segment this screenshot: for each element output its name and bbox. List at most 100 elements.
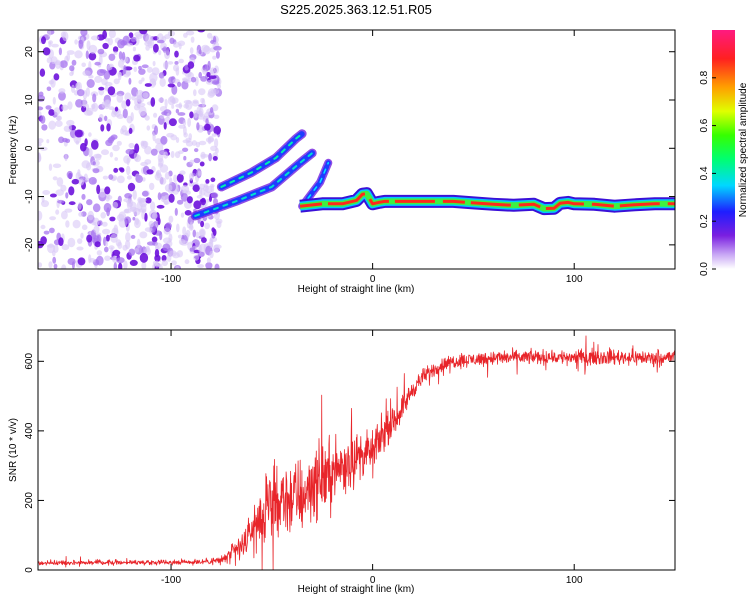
spectrogram-noise-blob [93, 225, 100, 234]
spectrogram-noise-blob [199, 229, 205, 238]
spectrogram-noise-blob [138, 106, 147, 116]
spectrogram-noise-blob [82, 70, 91, 77]
spectrogram-noise-blob [213, 244, 220, 253]
spectrogram-noise-blob [112, 46, 119, 53]
spectrogram-noise-blob [71, 59, 77, 66]
spectrogram-noise-blob [158, 263, 163, 269]
spectrogram-noise-blob [208, 135, 214, 142]
spectrogram-noise-blob [116, 140, 122, 146]
spectrogram-noise-blob [88, 254, 92, 264]
spectrogram-noise-blob [168, 215, 174, 223]
spectrogram-noise-blob [91, 140, 99, 150]
spectrogram-noise-blob [171, 97, 179, 104]
spectrogram-noise-blob [215, 51, 220, 59]
spectrogram-noise-blob [157, 192, 162, 201]
spectrogram-noise-blob [110, 233, 118, 243]
spectrogram-noise-blob [108, 106, 115, 111]
colorbar-label: Normalized spectral amplitude [738, 82, 749, 217]
spectrogram-noise-blob [150, 97, 156, 107]
spectrogram-noise-blob [42, 190, 51, 195]
spectrogram-noise-blob [39, 146, 48, 151]
spectrogram-noise-blob [88, 44, 98, 54]
spectrogram-noise-blob [210, 192, 219, 199]
spectrogram-noise-blob [105, 37, 110, 42]
spectrogram-noise-blob [112, 144, 120, 152]
spectrogram-noise-blob [55, 209, 60, 215]
spectrogram-noise-blob [212, 55, 217, 60]
spectrogram-noise-blob [123, 260, 128, 269]
spectrogram-noise-blob [144, 145, 152, 155]
spectrogram-noise-blob [129, 259, 138, 266]
spectrogram-noise-blob [128, 77, 132, 85]
snr-y-label: SNR (10 * v/v) [8, 418, 19, 482]
spectrogram-noise-blob [128, 127, 133, 134]
spectrogram-noise-blob [192, 229, 197, 238]
spectrogram-noise-blob [92, 217, 100, 227]
spectrogram-noise-blob [145, 34, 153, 45]
spectrogram-x-ticks: -100 0 100 [161, 30, 583, 285]
spectrogram-y-tick-label: 0 [24, 145, 35, 151]
spectrogram-noise-blob [39, 68, 46, 77]
spectrogram-noise-blob [38, 152, 42, 162]
spectrogram-noise-blob [117, 71, 123, 78]
spectrogram-noise-blob [214, 138, 219, 148]
spectrogram-noise-blob [41, 36, 46, 45]
spectrogram-noise-blob [200, 154, 209, 158]
spectrogram-marks [38, 30, 675, 269]
spectrogram-noise-blob [132, 216, 136, 221]
spectrogram-noise-blob [171, 104, 175, 109]
spectrogram-noise-blob [92, 168, 100, 174]
spectrogram-noise-blob [174, 50, 179, 58]
spectrogram-noise-blob [123, 155, 131, 164]
spectrogram-noise-blob [211, 80, 220, 85]
spectrogram-noise-blob [86, 40, 91, 51]
spectrogram-noise-blob [163, 151, 169, 159]
colorbar: 0.0 0.2 0.4 0.6 0.8 Normalized spectral ampl… [699, 30, 749, 276]
spectrogram-noise-blob [166, 253, 172, 262]
spectrogram-noise-blob [81, 62, 86, 68]
spectrogram-noise-blob [204, 123, 211, 131]
spectrogram-noise-blob [48, 163, 53, 171]
spectrogram-noise-blob [190, 76, 197, 83]
spectrogram-noise-blob [77, 257, 86, 266]
spectrogram-noise-blob [139, 252, 149, 263]
spectrogram-noise-blob [118, 59, 124, 68]
spectrogram-noise-blob [151, 81, 157, 86]
spectrogram-noise-blob [132, 189, 137, 200]
spectrogram-noise-blob [169, 177, 173, 185]
spectrogram-noise-blob [176, 199, 184, 205]
spectrogram-noise-blob [101, 221, 108, 227]
spectrogram-noise-blob [105, 196, 110, 202]
spectrogram-noise-blob [132, 46, 136, 52]
spectrogram-noise-blob [92, 203, 101, 213]
spectrogram-noise-blob [207, 32, 213, 39]
spectrogram-noise-blob [128, 142, 135, 149]
spectrogram-noise-blob [100, 124, 105, 132]
spectrogram-noise-blob [128, 248, 136, 256]
spectrogram-noise-blob [104, 255, 111, 261]
spectrogram-noise-blob [198, 71, 202, 79]
snr-x-tick-label: 0 [370, 575, 376, 586]
spectrogram-noise-blob [189, 47, 194, 55]
snr-frame [37, 329, 676, 571]
spectrogram-noise-blob [202, 64, 208, 70]
spectrogram-noise-blob [81, 224, 88, 231]
spectrogram-noise-blob [117, 39, 125, 49]
spectrogram-noise-blob [154, 125, 158, 135]
spectrogram-noise-blob [150, 201, 156, 211]
spectrogram-noise-blob [153, 112, 158, 118]
spectrogram-noise-blob [214, 263, 220, 269]
spectrogram-noise-blob [194, 148, 199, 153]
spectrogram-noise-blob [175, 103, 183, 108]
spectrogram-noise-blob [64, 153, 68, 162]
spectrogram-noise-blob [141, 262, 147, 269]
spectrogram-noise-blob [211, 227, 215, 233]
spectrogram-noise-blob [41, 195, 45, 203]
spectrogram-noise-blob [52, 96, 56, 105]
spectrogram-noise-blob [109, 216, 116, 222]
spectrogram-noise-blob [192, 184, 200, 192]
spectrogram-y-tick-label: 20 [24, 46, 35, 58]
snr-x-tick-label: 100 [566, 575, 583, 586]
colorbar-tick-label: 0.8 [699, 70, 710, 84]
